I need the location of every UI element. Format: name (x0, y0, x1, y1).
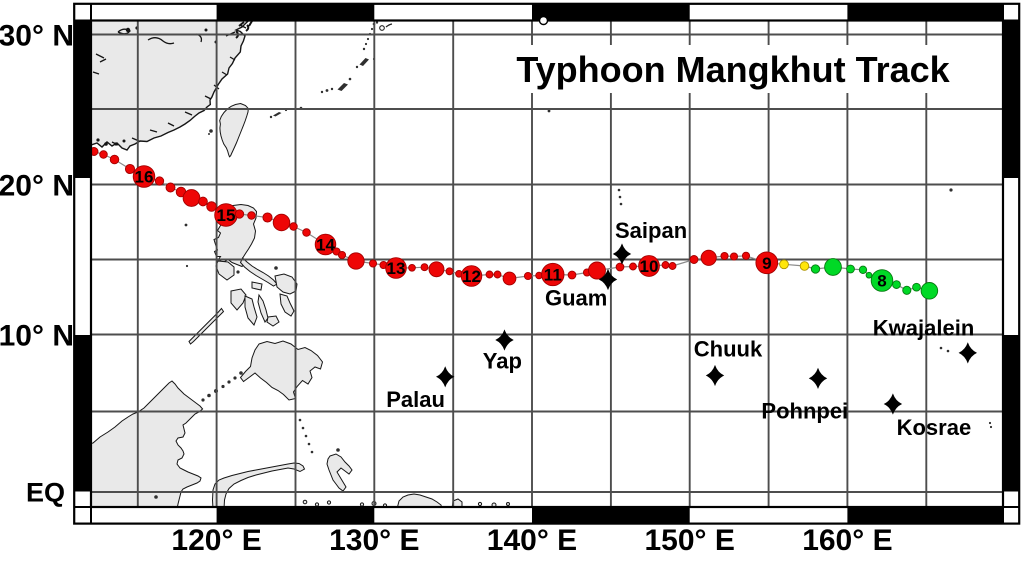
svg-text:130° E: 130° E (329, 524, 419, 557)
svg-text:Kwajalein: Kwajalein (873, 315, 974, 340)
svg-text:150° E: 150° E (644, 524, 734, 557)
svg-text:10: 10 (640, 257, 659, 276)
svg-text:EQ: EQ (26, 478, 65, 508)
svg-text:12: 12 (462, 267, 481, 286)
svg-text:10° N: 10° N (0, 320, 74, 353)
svg-text:Yap: Yap (483, 349, 522, 374)
svg-text:Saipan: Saipan (615, 218, 687, 243)
svg-text:120° E: 120° E (171, 524, 261, 557)
svg-text:13: 13 (387, 259, 406, 278)
svg-text:Guam: Guam (545, 286, 607, 311)
svg-text:20° N: 20° N (0, 170, 74, 203)
svg-text:Pohnpei: Pohnpei (761, 399, 848, 424)
svg-text:Typhoon Mangkhut Track: Typhoon Mangkhut Track (516, 49, 950, 90)
svg-text:15: 15 (217, 206, 236, 225)
svg-text:8: 8 (877, 272, 886, 291)
svg-text:Kosrae: Kosrae (897, 415, 972, 440)
svg-text:140° E: 140° E (487, 524, 577, 557)
svg-text:11: 11 (544, 266, 562, 285)
svg-text:Palau: Palau (386, 387, 445, 412)
svg-text:Chuuk: Chuuk (694, 337, 763, 362)
svg-text:16: 16 (135, 168, 154, 187)
svg-text:14: 14 (316, 236, 335, 255)
svg-text:9: 9 (762, 254, 771, 273)
svg-text:160° E: 160° E (802, 524, 892, 557)
svg-text:30° N: 30° N (0, 20, 74, 53)
